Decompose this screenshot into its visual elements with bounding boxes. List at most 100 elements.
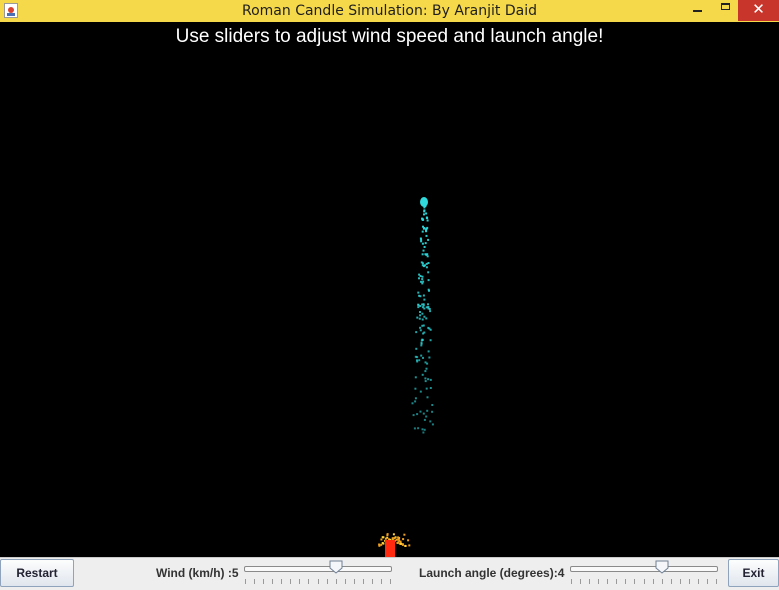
slider-tick <box>390 579 391 584</box>
spark-particle <box>422 294 425 297</box>
spark-particle <box>422 412 425 415</box>
spark-particle <box>425 229 427 232</box>
flame-particle <box>393 537 396 539</box>
spark-particle <box>421 230 424 233</box>
spark-particle <box>424 380 427 383</box>
flame-particle <box>385 537 387 540</box>
slider-tick <box>680 579 681 584</box>
close-button[interactable]: ✕ <box>738 0 779 21</box>
spark-particle <box>416 413 419 416</box>
spark-particle <box>422 356 424 359</box>
spark-particle <box>423 213 425 216</box>
minimize-button[interactable] <box>680 0 714 21</box>
slider-tick <box>281 579 282 584</box>
slider-tick <box>671 579 672 584</box>
spark-particle <box>428 308 431 310</box>
spark-particle <box>421 373 424 376</box>
flame-particle <box>404 544 407 547</box>
slider-track <box>570 566 718 572</box>
slider-tick <box>716 579 717 584</box>
slider-tick <box>625 579 626 584</box>
spark-particle <box>427 303 429 306</box>
spark-particle <box>421 264 424 267</box>
flame-particle <box>397 537 400 540</box>
flame-particle <box>402 538 405 541</box>
slider-tick <box>634 579 635 584</box>
spark-particle <box>421 312 424 315</box>
spark-particle <box>419 311 421 313</box>
spark-particle <box>420 354 423 357</box>
flame-particle <box>403 533 406 536</box>
maximize-button[interactable] <box>714 0 738 21</box>
spark-particle <box>421 306 424 309</box>
slider-ticks <box>245 579 391 585</box>
spark-particle <box>418 359 421 362</box>
spark-particle <box>428 289 430 292</box>
spark-particle <box>427 288 430 291</box>
spark-particle <box>423 315 426 318</box>
angle-slider[interactable] <box>569 560 719 586</box>
spark-particle <box>425 262 428 265</box>
spark-particle <box>429 328 432 331</box>
flame-particle <box>399 540 402 543</box>
spark-particle <box>422 303 425 306</box>
wind-slider[interactable] <box>243 560 393 586</box>
slider-tick <box>327 579 328 584</box>
flame-particle <box>398 539 401 542</box>
slider-tick <box>245 579 246 584</box>
exit-button[interactable]: Exit <box>728 559 779 587</box>
spark-particle <box>422 431 425 434</box>
spark-particle <box>417 427 420 430</box>
slider-tick <box>571 579 572 584</box>
spark-particle <box>423 210 426 213</box>
spark-particle <box>427 350 430 353</box>
spark-particle <box>426 255 429 258</box>
spark-particle <box>412 414 415 417</box>
flame-particle <box>391 537 394 540</box>
maximize-icon <box>721 3 730 10</box>
spark-particle <box>421 318 424 321</box>
spark-particle <box>428 327 431 330</box>
flame-particle <box>397 536 400 539</box>
spark-particle <box>424 377 427 380</box>
slider-track <box>244 566 392 572</box>
control-panel: Restart Wind (km/h) :5 Launch angle (deg… <box>0 557 779 590</box>
spark-particle <box>418 277 420 280</box>
spark-particle <box>419 326 422 329</box>
spark-particle <box>414 397 417 400</box>
spark-particle <box>425 216 428 219</box>
wind-label: Wind (km/h) :5 <box>156 566 239 580</box>
spark-particle <box>424 361 427 364</box>
slider-tick <box>272 579 273 584</box>
flame-particle <box>380 538 383 541</box>
spark-particle <box>414 355 417 358</box>
spark-particle <box>413 427 416 430</box>
java-app-icon[interactable] <box>4 3 18 18</box>
restart-button[interactable]: Restart <box>0 559 74 587</box>
slider-tick <box>381 579 382 584</box>
spark-particle <box>429 387 432 389</box>
spark-particle <box>421 275 424 278</box>
spark-particle <box>431 410 434 413</box>
flame-particle <box>396 541 399 544</box>
spark-particle <box>427 378 430 381</box>
slider-tick <box>308 579 309 584</box>
spark-particle <box>420 341 423 344</box>
slider-thumb[interactable] <box>329 560 343 574</box>
spark-particle <box>425 367 428 370</box>
slider-thumb[interactable] <box>655 560 669 574</box>
spark-particle <box>420 344 423 347</box>
flame-particle <box>392 533 395 536</box>
spark-particle <box>421 218 424 221</box>
spark-particle <box>427 307 430 310</box>
spark-particle <box>422 332 425 335</box>
spark-particle <box>419 237 422 240</box>
spark-particle <box>415 331 418 334</box>
spark-particle <box>427 238 430 241</box>
slider-tick <box>644 579 645 584</box>
spark-particle <box>427 279 430 282</box>
slider-tick <box>363 579 364 584</box>
slider-tick <box>372 579 373 584</box>
spark-particle <box>424 242 427 245</box>
spark-particle <box>429 378 432 381</box>
